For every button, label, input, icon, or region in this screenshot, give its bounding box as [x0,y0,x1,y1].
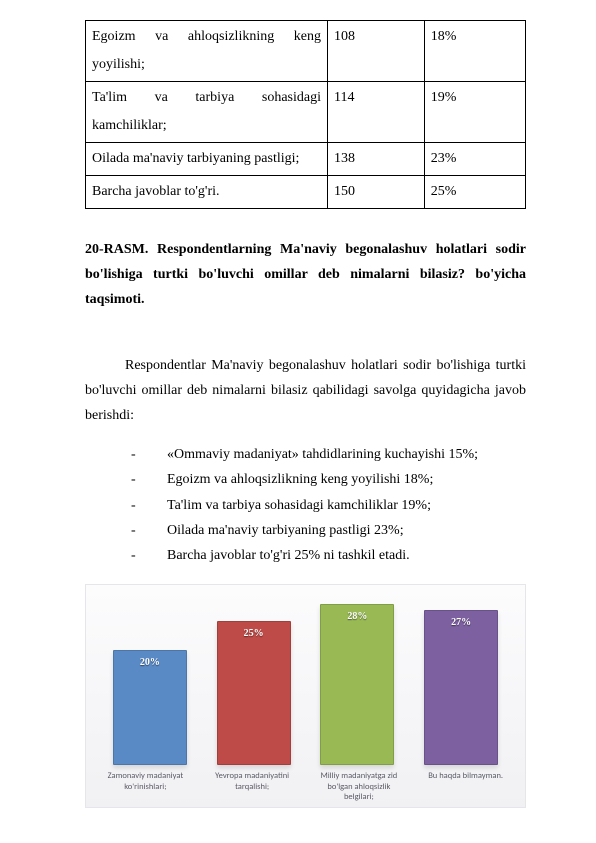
table-cell-percent: 18% [424,21,525,82]
chart-xaxis-label: Milliy madaniyatga zid bo'lgan ahloqsizl… [312,771,406,803]
table-row: Oilada ma'naviy tarbiyaning pastligi;138… [86,143,526,176]
list-item: Ta'lim va tarbiya sohasidagi kamchilikla… [85,493,526,518]
chart-xaxis-label: Yevropa madaniyatini tarqalishi; [205,771,299,803]
chart-bar-value-label: 20% [114,657,186,668]
list-item: Barcha javoblar to'g'ri 25% ni tashkil e… [85,543,526,568]
table-cell-percent: 25% [424,176,525,209]
chart-bar-rect: 20% [113,650,187,765]
chart-bar-value-label: 25% [218,628,290,639]
chart-xaxis-label: Bu haqda bilmayman. [419,771,513,803]
table-cell-label: Ta'lim va tarbiya sohasidagi kamchilikla… [86,82,328,143]
table-cell-percent: 23% [424,143,525,176]
table-cell-label: Egoizm va ahloqsizlikning keng yoyilishi… [86,21,328,82]
chart-bar-value-label: 28% [321,611,393,622]
table-cell-label: Barcha javoblar to'g'ri. [86,176,328,209]
table-row: Barcha javoblar to'g'ri.15025% [86,176,526,209]
chart-bar-rect: 28% [320,604,394,765]
chart-bar: 27% [415,610,506,765]
chart-bar-value-label: 27% [425,617,497,628]
table-cell-count: 114 [328,82,425,143]
intro-paragraph-text: Respondentlar Ma'naviy begonalashuv hola… [85,358,526,423]
table-row: Egoizm va ahloqsizlikning keng yoyilishi… [86,21,526,82]
intro-paragraph: Respondentlar Ma'naviy begonalashuv hola… [85,353,526,429]
chart-bar: 25% [208,621,299,765]
table-cell-count: 138 [328,143,425,176]
list-item: Egoizm va ahloqsizlikning keng yoyilishi… [85,467,526,492]
table-cell-count: 108 [328,21,425,82]
table-cell-label: Oilada ma'naviy tarbiyaning pastligi; [86,143,328,176]
chart-bar: 20% [104,650,195,765]
chart-bar-rect: 25% [217,621,291,765]
figure-caption: 20-RASM. Respondentlarning Ma'naviy bego… [85,237,526,313]
list-item: Oilada ma'naviy tarbiyaning pastligi 23%… [85,518,526,543]
table-cell-percent: 19% [424,82,525,143]
list-item: «Ommaviy madaniyat» tahdidlarining kucha… [85,442,526,467]
table-row: Ta'lim va tarbiya sohasidagi kamchilikla… [86,82,526,143]
chart-bar: 28% [312,604,403,765]
chart-bar-rect: 27% [424,610,498,765]
bar-chart: 20% 25% 28% 27% Zamonaviy madaniyat ko'rini… [85,584,526,808]
factor-bullet-list: «Ommaviy madaniyat» tahdidlarining kucha… [85,442,526,568]
table-cell-count: 150 [328,176,425,209]
chart-xaxis-label: Zamonaviy madaniyat ko'rinishlari; [98,771,192,803]
factors-table: Egoizm va ahloqsizlikning keng yoyilishi… [85,20,526,209]
